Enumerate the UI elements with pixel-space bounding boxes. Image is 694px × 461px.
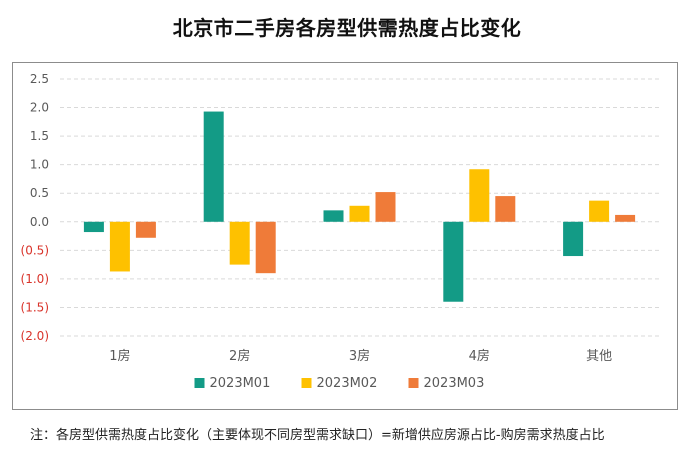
legend: 2023M01 2023M02 2023M03 — [194, 376, 485, 391]
bar-2023M02-3房 — [349, 205, 370, 222]
bar-2023M01-4房 — [443, 221, 464, 302]
legend-swatch — [194, 378, 205, 388]
x-tick-label: 3房 — [349, 348, 370, 364]
bar-2023M03-4房 — [495, 196, 516, 222]
bars — [83, 111, 636, 302]
y-tick-label: 1.5 — [30, 129, 49, 143]
bar-2023M03-1房 — [135, 221, 156, 238]
bar-2023M01-3房 — [323, 210, 344, 222]
legend-swatch — [301, 378, 312, 388]
bar-2023M02-其他 — [589, 200, 610, 222]
x-tick-label: 1房 — [109, 348, 130, 364]
y-tick-label: (0.5) — [21, 243, 49, 257]
y-tick-label: (2.0) — [21, 329, 49, 343]
legend-label: 2023M02 — [317, 376, 378, 391]
bar-2023M01-1房 — [83, 221, 104, 233]
axes: 2.5 2.0 1.5 1.0 0.5 0.0 (0.5) (1.0) (1.5) (2.0) 1房… — [21, 72, 613, 364]
bar-2023M01-2房 — [203, 111, 224, 222]
bar-2023M03-其他 — [615, 214, 636, 222]
chart-frame: 2.5 2.0 1.5 1.0 0.5 0.0 (0.5) (1.0) (1.5) (2.0) 1房… — [12, 62, 678, 410]
y-tick-label: 2.5 — [30, 72, 49, 86]
bar-2023M03-3房 — [375, 192, 396, 222]
x-tick-label: 2房 — [229, 348, 250, 364]
y-tick-label: (1.0) — [21, 272, 49, 286]
x-tick-label: 4房 — [469, 348, 490, 364]
y-tick-label: 2.0 — [30, 101, 49, 115]
legend-label: 2023M03 — [424, 376, 485, 391]
y-tick-label: 1.0 — [30, 158, 49, 172]
bar-2023M02-2房 — [229, 221, 250, 265]
bar-2023M03-2房 — [255, 221, 276, 274]
bar-2023M02-4房 — [469, 169, 490, 222]
legend-label: 2023M01 — [210, 376, 271, 391]
footnote: 注：各房型供需热度占比变化（主要体现不同房型需求缺口）=新增供应房源占比-购房需… — [30, 428, 605, 443]
legend-swatch — [408, 378, 419, 388]
gridlines — [60, 78, 659, 337]
x-tick-label: 其他 — [586, 349, 612, 364]
chart-title: 北京市二手房各房型供需热度占比变化 — [172, 16, 522, 40]
bar-2023M01-其他 — [563, 221, 584, 257]
bar-2023M02-1房 — [109, 221, 130, 272]
bar-chart: 2.5 2.0 1.5 1.0 0.5 0.0 (0.5) (1.0) (1.5) (2.0) 1房… — [21, 72, 659, 391]
y-tick-label: 0.5 — [30, 186, 49, 200]
y-tick-label: 0.0 — [30, 215, 49, 229]
y-tick-label: (1.5) — [21, 300, 49, 314]
